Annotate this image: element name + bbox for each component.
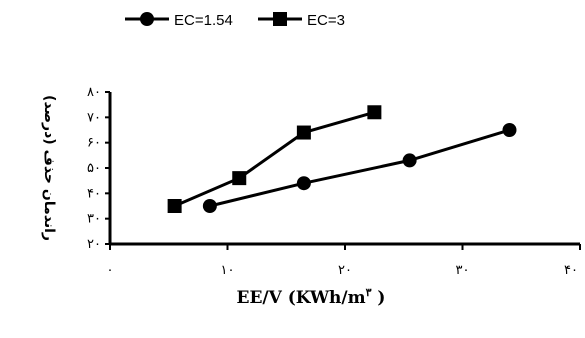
y-tick-label: ۴۰: [87, 186, 101, 201]
y-tick-label: ۲۰: [87, 237, 101, 252]
x-axis-label-close: ): [372, 288, 386, 308]
data-point: [232, 171, 247, 186]
y-ticks: ۲۰ ۳۰ ۴۰ ۵۰ ۶۰ ۷۰ ۸۰: [87, 85, 110, 252]
y-tick-label: ۷۰: [87, 110, 101, 125]
y-tick-label: ۳۰: [87, 212, 101, 227]
x-tick-label: ۰: [107, 263, 114, 278]
legend-marker: [273, 12, 287, 26]
legend-item: EC=1.54: [125, 12, 233, 29]
y-axis-label: راندمان حذف (درصد): [41, 95, 57, 241]
y-tick-label: ۶۰: [87, 136, 101, 151]
data-point: [367, 105, 382, 120]
legend-label: EC=1.54: [174, 12, 233, 29]
legend: EC=1.54 EC=3: [125, 12, 345, 29]
y-tick-label: ۵۰: [87, 161, 101, 176]
data-point: [502, 123, 517, 137]
series-2: [167, 105, 382, 213]
x-tick-label: ۴۰: [564, 263, 578, 278]
y-tick-label: ۸۰: [87, 85, 101, 100]
axes: [108, 92, 580, 246]
x-tick-label: ۱۰: [221, 263, 235, 278]
legend-marker: [140, 12, 154, 26]
data-point: [296, 125, 311, 140]
data-point: [167, 199, 182, 213]
series-1: [202, 123, 517, 213]
x-ticks: ۰ ۱۰ ۲۰ ۳۰ ۴۰: [107, 244, 581, 278]
series-line: [174, 110, 375, 208]
data-point: [202, 199, 217, 213]
x-axis-label-superscript: ۳: [366, 286, 372, 299]
data-point: [402, 153, 417, 168]
x-tick-label: ۳۰: [456, 263, 470, 278]
data-point: [296, 176, 311, 191]
series-group: [167, 105, 517, 213]
x-tick-label: ۲۰: [338, 263, 352, 278]
x-axis-label: EE/V (KWh/m۳ ): [237, 286, 386, 308]
x-axis-label-main: EE/V (KWh/m: [237, 288, 366, 308]
legend-item: EC=3: [258, 12, 345, 29]
series-line: [209, 128, 510, 208]
legend-label: EC=3: [307, 12, 345, 29]
